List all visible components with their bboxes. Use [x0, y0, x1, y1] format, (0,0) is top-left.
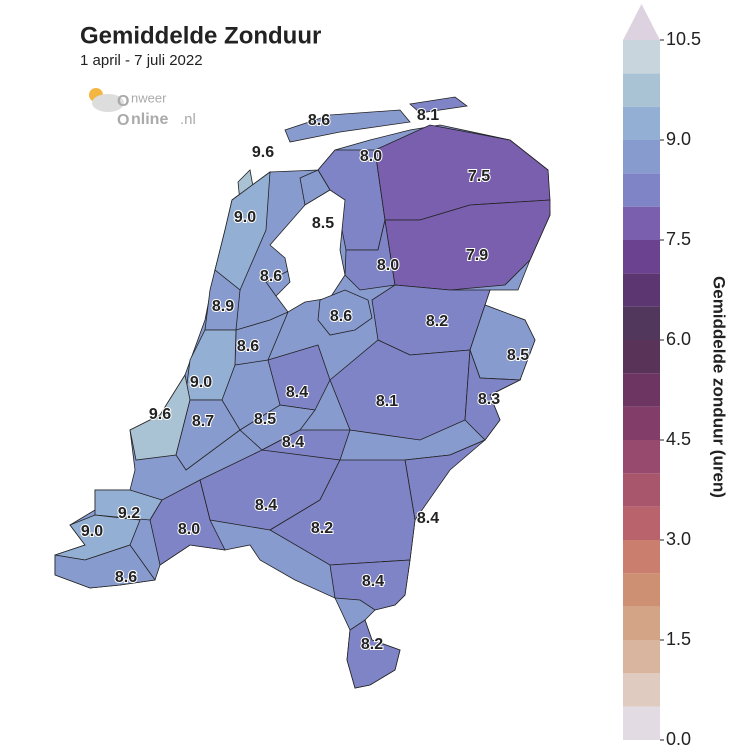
colorbar-bin: [623, 440, 660, 474]
colorbar-bin: [623, 240, 660, 274]
logo-suffix: .nl: [180, 111, 196, 128]
region-value: 9.0: [234, 209, 256, 226]
colorbar-tick-label: 3.0: [666, 529, 691, 549]
region-value: 9.0: [81, 523, 103, 540]
region-value: 8.1: [417, 107, 439, 124]
logo: O nweer O nline .nl: [89, 88, 196, 129]
region-value: 8.6: [330, 308, 352, 325]
colorbar-bin: [623, 340, 660, 374]
colorbar-tick-label: 1.5: [666, 629, 691, 649]
region-value: 8.0: [178, 521, 200, 538]
region-value: 8.6: [308, 112, 330, 129]
colorbar-bin: [623, 506, 660, 540]
colorbar-tick-label: 9.0: [666, 129, 691, 149]
colorbar-tick-label: 4.5: [666, 429, 691, 449]
colorbar-bin: [623, 706, 660, 740]
title: Gemiddelde Zonduur: [80, 22, 321, 49]
logo-bottom: nline: [131, 111, 168, 128]
region-value: 8.0: [377, 257, 399, 274]
region: [346, 619, 401, 689]
region: [284, 109, 411, 143]
colorbar-bin: [623, 273, 660, 307]
logo-o2: O: [117, 112, 129, 129]
region-value: 8.5: [312, 215, 334, 232]
region-value: 7.9: [466, 247, 488, 264]
colorbar-bin: [623, 406, 660, 440]
region-value: 8.2: [311, 520, 333, 537]
region-value: 8.7: [192, 413, 214, 430]
colorbar-bin: [623, 373, 660, 407]
region: [409, 96, 469, 114]
region-value: 8.4: [362, 573, 384, 590]
subtitle: 1 april - 7 juli 2022: [80, 52, 203, 69]
region-value: 8.9: [212, 298, 234, 315]
region-value: 8.4: [282, 434, 304, 451]
colorbar-bin: [623, 173, 660, 207]
colorbar-bin: [623, 306, 660, 340]
logo-cloud: [92, 94, 124, 112]
region-value: 8.6: [237, 338, 259, 355]
region: [269, 459, 416, 566]
region-value: 8.1: [376, 393, 398, 410]
colorbar-tick-label: 7.5: [666, 229, 691, 249]
colorbar-bin: [623, 106, 660, 140]
colorbar-tick-label: 10.5: [666, 29, 701, 49]
region-value: 8.3: [478, 391, 500, 408]
region: [329, 559, 411, 611]
region-value: 9.2: [118, 505, 140, 522]
colorbar-over: [623, 4, 660, 40]
colorbar-bin: [623, 540, 660, 574]
colorbar-bin: [623, 473, 660, 507]
regions: [54, 96, 551, 689]
logo-o: O: [117, 93, 129, 110]
flevoland: [317, 289, 373, 336]
region-value: 8.2: [361, 636, 383, 653]
region-value: 9.6: [149, 406, 171, 423]
colorbar-label: Gemiddelde zonduur (uren): [710, 276, 729, 498]
colorbar-bin: [623, 40, 660, 74]
colorbar-bin: [623, 140, 660, 174]
region: [149, 479, 226, 566]
logo-top: nweer: [131, 90, 167, 105]
labels: 8.6 8.1 9.6 8.0 7.5 9.0 8.5 8.0 7.9 8.6 8.9 8.6 8.2 8…: [80, 106, 530, 654]
colorbar-bin: [623, 606, 660, 640]
region: [239, 404, 316, 451]
region: [267, 344, 331, 411]
region-value: 8.4: [417, 510, 439, 527]
region-value: 8.6: [260, 268, 282, 285]
region-value: 9.6: [252, 144, 274, 161]
colorbar: 0.0 1.5 3.0 4.5 6.0 7.5 9.0 10.5: [623, 4, 701, 749]
colorbar-bin: [623, 673, 660, 707]
colorbar-tick-label: 0.0: [666, 729, 691, 749]
colorbar-bin: [623, 73, 660, 107]
region-value: 8.4: [255, 497, 277, 514]
colorbar-bin: [623, 640, 660, 674]
colorbar-tick-label: 6.0: [666, 329, 691, 349]
region-value: 8.5: [507, 347, 529, 364]
region: [175, 399, 241, 471]
region-value: 8.0: [360, 148, 382, 165]
region-value: 8.4: [286, 384, 308, 401]
region-value: 8.2: [426, 313, 448, 330]
region-value: 9.0: [190, 374, 212, 391]
region: [54, 544, 156, 589]
colorbar-bin: [623, 206, 660, 240]
region-value: 7.5: [468, 168, 490, 185]
region-value: 8.6: [115, 569, 137, 586]
region-value: 8.5: [254, 411, 276, 428]
region: [464, 349, 522, 441]
colorbar-bin: [623, 573, 660, 607]
